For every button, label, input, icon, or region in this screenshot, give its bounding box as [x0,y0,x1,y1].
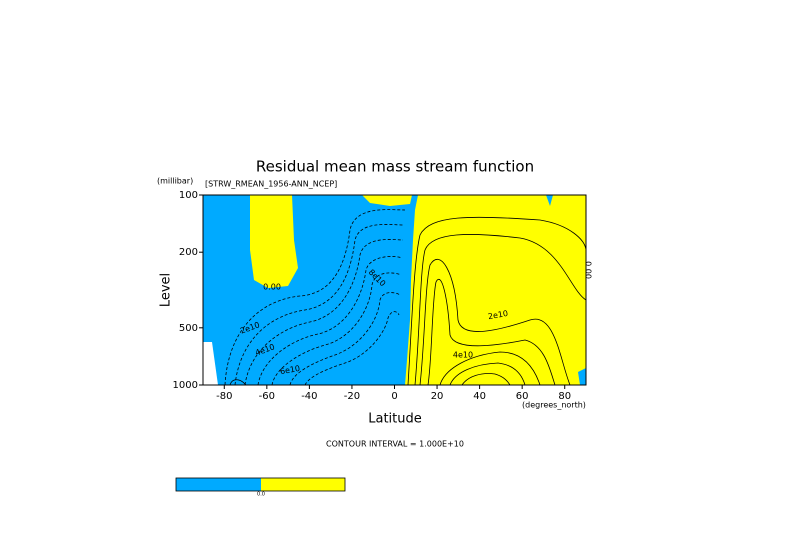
chart-title: Residual mean mass stream function [256,158,534,176]
fill-positive [250,195,586,385]
colorbar: 0.0 [175,477,346,498]
fill-negative [578,368,586,385]
x-tick-label: 40 [473,391,486,402]
plot-fill [203,195,586,385]
colorbar-label: 0.0 [257,492,265,498]
contour-label: 4e10 [453,351,473,360]
x-unit: (degrees_north) [522,401,586,410]
contour-label: 0.00 [263,283,281,292]
x-axis-label: Latitude [368,412,422,427]
y-tick-label: 200 [179,247,198,258]
missing-area [203,342,218,385]
x-tick-label: -20 [344,391,360,402]
y-tick-label: 100 [179,190,198,201]
x-tick-label: 0 [391,391,397,402]
colorbar-frame [175,477,346,492]
colorbar-positive [261,478,345,491]
contour-label: 2e10 [487,309,508,321]
contour-label: 0.00 [584,261,593,279]
x-tick-label: 80 [558,391,571,402]
y-tick-label: 1000 [173,380,198,391]
y-tick-label: 500 [179,323,198,334]
y-unit: (millibar) [157,177,193,186]
colorbar-negative [176,478,261,491]
x-tick-label: 60 [516,391,529,402]
contour-label: 6e10 [279,364,300,376]
y-axis-label: Level [159,273,174,307]
x-tick-label: -80 [216,391,232,402]
fill-negative [546,195,553,206]
x-tick-label: -40 [301,391,317,402]
contour-note: CONTOUR INTERVAL = 1.000E+10 [326,440,464,449]
contours [224,209,586,385]
x-tick-label: -60 [259,391,275,402]
x-tick-label: 20 [431,391,444,402]
subtitle: [STRW_RMEAN_1956-ANN_NCEP] [205,180,337,189]
